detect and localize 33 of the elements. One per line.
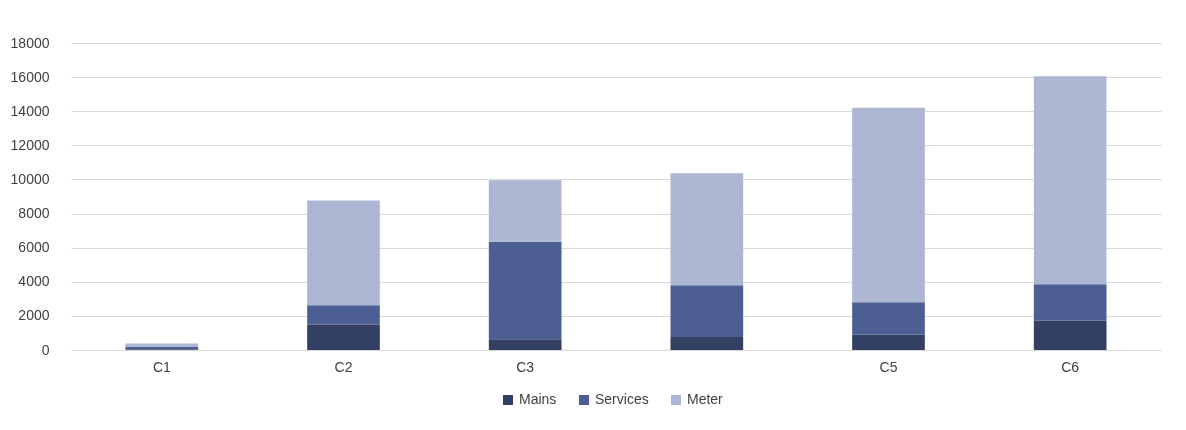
y-tick-label: 10000 [10, 170, 50, 187]
bar [852, 302, 925, 335]
x-tick-label: C2 [334, 358, 353, 375]
y-tick-label: 8000 [18, 205, 50, 222]
y-tick-label: 16000 [10, 68, 50, 85]
bar [1033, 320, 1107, 350]
x-tick-label: C1 [152, 358, 171, 375]
bar [852, 334, 925, 350]
bar [852, 107, 925, 303]
bar [488, 241, 562, 340]
x-tick-label: C6 [1061, 358, 1080, 375]
legend-label: Services [595, 391, 649, 407]
legend-label: Mains [519, 391, 557, 407]
bar [307, 305, 380, 325]
y-tick-label: 18000 [10, 34, 50, 51]
bar [670, 337, 744, 350]
bar [488, 339, 562, 350]
bar [307, 200, 380, 306]
bar [670, 173, 744, 286]
bar [1033, 76, 1107, 285]
y-tick-label: 2000 [18, 307, 50, 324]
bar [670, 285, 744, 338]
y-tick-label: 12000 [10, 136, 50, 153]
y-tick-label: 6000 [18, 239, 50, 256]
y-tick-label: 4000 [18, 273, 50, 290]
bar [307, 324, 380, 350]
y-tick-label: 14000 [10, 102, 50, 119]
y-tick-label: 0 [41, 341, 50, 358]
x-tick-label: C5 [879, 358, 898, 375]
legend-label: Meter [687, 391, 724, 407]
bar [1033, 284, 1107, 321]
bar [488, 180, 562, 242]
x-tick-label: C3 [516, 358, 535, 375]
